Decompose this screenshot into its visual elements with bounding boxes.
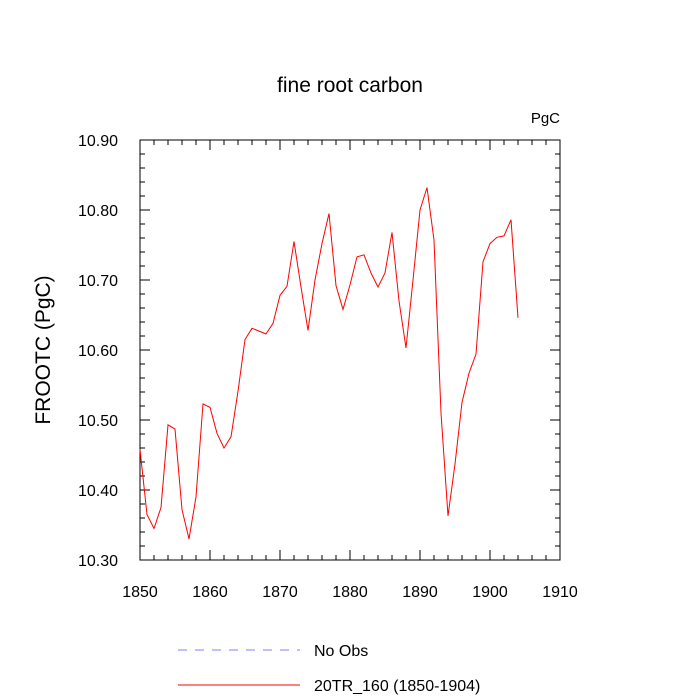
x-tick-label: 1900 — [472, 584, 508, 601]
x-tick-label: 1850 — [122, 584, 158, 601]
series-line — [139, 187, 519, 540]
axis-ticks — [139, 139, 561, 561]
y-axis-label: FROOTC (PgC) — [32, 275, 55, 424]
legend: No Obs 20TR_160 (1850-1904) — [178, 643, 480, 695]
x-tick-label: 1880 — [332, 584, 368, 601]
y-tick-label: 10.40 — [78, 483, 118, 500]
x-tick-label: 1910 — [542, 584, 578, 601]
units-label: PgC — [531, 110, 560, 127]
x-tick-label: 1870 — [262, 584, 298, 601]
x-tick-label: 1890 — [402, 584, 438, 601]
y-tick-label: 10.60 — [78, 343, 118, 360]
legend-label: No Obs — [314, 643, 368, 660]
y-tick-labels: 10.30 10.40 10.50 10.60 10.70 10.80 10.90 — [78, 133, 118, 570]
chart-title: fine root carbon — [277, 74, 423, 97]
x-tick-label: 1860 — [192, 584, 228, 601]
y-tick-label: 10.80 — [78, 203, 118, 220]
x-tick-labels: 1850 1860 1870 1880 1890 1900 1910 — [122, 584, 578, 601]
y-tick-label: 10.50 — [78, 413, 118, 430]
series-layer — [139, 187, 519, 540]
y-tick-label: 10.90 — [78, 133, 118, 150]
y-tick-label: 10.30 — [78, 553, 118, 570]
legend-label: 20TR_160 (1850-1904) — [314, 678, 480, 695]
plot-frame — [139, 139, 561, 561]
y-tick-label: 10.70 — [78, 273, 118, 290]
